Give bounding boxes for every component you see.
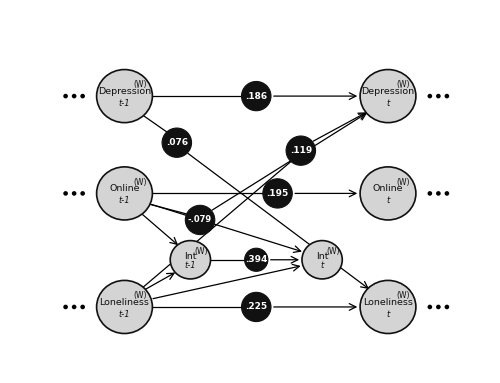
- Ellipse shape: [436, 191, 440, 196]
- Ellipse shape: [360, 70, 416, 123]
- Ellipse shape: [444, 94, 449, 98]
- Ellipse shape: [80, 304, 85, 309]
- Text: Loneliness: Loneliness: [363, 298, 413, 307]
- Ellipse shape: [162, 128, 192, 157]
- Ellipse shape: [444, 304, 449, 309]
- Text: t-1: t-1: [184, 261, 196, 270]
- Text: .195: .195: [266, 189, 288, 198]
- Ellipse shape: [80, 94, 85, 98]
- Ellipse shape: [242, 292, 271, 322]
- Text: Int: Int: [316, 252, 328, 261]
- Ellipse shape: [242, 82, 271, 111]
- Ellipse shape: [96, 280, 152, 334]
- Text: .186: .186: [245, 92, 268, 101]
- Ellipse shape: [64, 304, 68, 309]
- Ellipse shape: [96, 167, 152, 220]
- Text: t-1: t-1: [118, 99, 130, 108]
- Ellipse shape: [428, 191, 432, 196]
- Ellipse shape: [80, 191, 85, 196]
- Text: t: t: [386, 196, 390, 205]
- Text: (W): (W): [133, 178, 146, 187]
- Ellipse shape: [244, 248, 268, 271]
- Text: .076: .076: [166, 138, 188, 147]
- Text: t-1: t-1: [118, 310, 130, 319]
- Ellipse shape: [263, 179, 292, 208]
- Ellipse shape: [444, 191, 449, 196]
- Text: .225: .225: [245, 303, 268, 311]
- Ellipse shape: [360, 167, 416, 220]
- Text: (W): (W): [133, 291, 146, 300]
- Text: Depression: Depression: [362, 87, 414, 96]
- Ellipse shape: [72, 304, 76, 309]
- Ellipse shape: [436, 304, 440, 309]
- Ellipse shape: [360, 280, 416, 334]
- Text: (W): (W): [133, 80, 146, 90]
- Text: t: t: [386, 310, 390, 319]
- Ellipse shape: [286, 136, 316, 165]
- Ellipse shape: [428, 304, 432, 309]
- Text: (W): (W): [396, 291, 410, 300]
- Ellipse shape: [64, 191, 68, 196]
- Text: t-1: t-1: [118, 196, 130, 205]
- Text: .394: .394: [245, 255, 268, 264]
- Ellipse shape: [428, 94, 432, 98]
- Ellipse shape: [72, 94, 76, 98]
- Text: Depression: Depression: [98, 87, 151, 96]
- Ellipse shape: [186, 205, 215, 234]
- Ellipse shape: [302, 241, 343, 279]
- Ellipse shape: [96, 70, 152, 123]
- Text: Online: Online: [109, 184, 140, 193]
- Text: -.079: -.079: [188, 216, 212, 224]
- Text: Online: Online: [373, 184, 403, 193]
- Text: Int: Int: [184, 252, 196, 261]
- Text: (W): (W): [396, 80, 410, 90]
- Text: (W): (W): [194, 247, 208, 256]
- Text: t: t: [320, 261, 324, 270]
- Text: (W): (W): [396, 178, 410, 187]
- Ellipse shape: [64, 94, 68, 98]
- Text: .119: .119: [290, 146, 312, 155]
- Ellipse shape: [72, 191, 76, 196]
- Text: Loneliness: Loneliness: [100, 298, 150, 307]
- Text: t: t: [386, 99, 390, 108]
- Ellipse shape: [436, 94, 440, 98]
- Text: (W): (W): [326, 247, 340, 256]
- Ellipse shape: [170, 241, 210, 279]
